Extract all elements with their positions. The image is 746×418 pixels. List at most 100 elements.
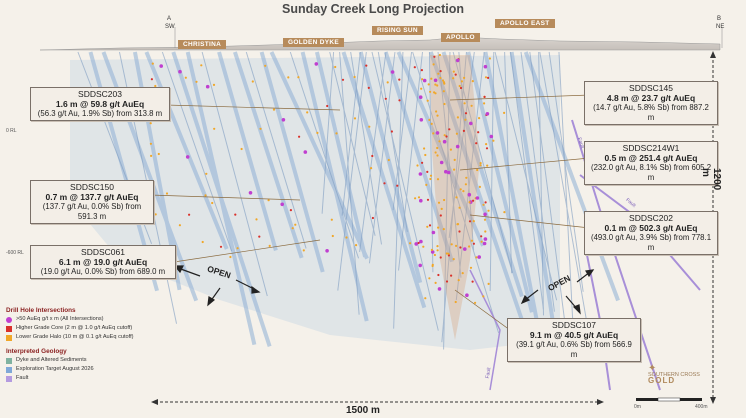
intercept-marker — [475, 196, 480, 200]
intercept-marker — [420, 69, 423, 72]
intercept-marker — [472, 220, 475, 223]
intercept-marker — [383, 182, 386, 185]
intercept-marker — [418, 263, 423, 268]
drill-trace — [339, 51, 360, 315]
rl-label: 0 RL — [6, 128, 17, 134]
intercept-marker — [316, 131, 319, 134]
intercept-marker — [437, 287, 442, 291]
intercept-marker — [455, 132, 458, 135]
intercept-marker — [264, 64, 267, 67]
callout-hole-id: SDDSC061 — [81, 247, 125, 257]
intercept-marker — [442, 90, 445, 93]
intercept-marker — [472, 242, 475, 245]
intercept-marker — [434, 281, 437, 284]
drill-trace — [371, 51, 439, 331]
intercept-marker — [421, 161, 424, 164]
drill-trace — [520, 51, 555, 312]
section-a-letter: A — [167, 16, 172, 22]
intercept-marker — [433, 253, 436, 257]
intercept-marker — [154, 213, 157, 216]
callout-sddsc061: SDDSC061 6.1 m @ 19.0 g/t AuEq (19.0 g/t… — [30, 245, 176, 279]
callout-grade: 1.6 m @ 59.8 g/t AuEq — [55, 99, 145, 109]
intercept-marker — [416, 164, 419, 167]
legend: Drill Hole Intersections >50 AuEq g/t x … — [6, 306, 134, 383]
drill-trace — [393, 51, 404, 329]
intercept-marker — [386, 81, 389, 84]
intercept-marker — [464, 112, 468, 115]
intercept-marker — [409, 242, 412, 245]
intercept-marker — [489, 134, 494, 139]
intercept-marker — [482, 203, 485, 206]
callout-detail: (137.7 g/t Au, 0.0% Sb) from 591.3 m — [42, 202, 142, 221]
intercept-marker — [471, 80, 474, 83]
fault-trace — [469, 269, 501, 391]
intercept-marker — [150, 154, 153, 157]
intercept-marker — [255, 218, 258, 221]
intercept-marker — [281, 118, 286, 122]
legend-label: Exploration Target August 2026 — [16, 366, 94, 372]
intercept-marker — [485, 112, 490, 116]
intercept-marker — [248, 191, 253, 195]
intercept-marker — [438, 53, 441, 57]
intercept-marker — [436, 154, 439, 157]
drill-trace — [392, 51, 413, 211]
intercept-marker — [439, 70, 442, 73]
legend-item: Exploration Target August 2026 — [6, 365, 134, 374]
intercept-marker — [459, 86, 463, 90]
drill-trace — [441, 51, 467, 343]
intercept-marker — [204, 194, 207, 197]
drill-trace — [289, 51, 360, 259]
intercept-marker — [396, 184, 399, 187]
zone-label: CHRISTINA — [178, 40, 227, 49]
drill-trace — [458, 51, 475, 251]
drill-trace — [529, 51, 569, 343]
intercept-marker — [441, 79, 445, 82]
intercept-marker — [455, 58, 460, 63]
intercept-marker — [165, 192, 169, 195]
callout-detail: (232.0 g/t Au, 8.1% Sb) from 605.2 m — [590, 163, 712, 182]
intercept-marker — [483, 95, 486, 98]
intercept-marker — [503, 111, 506, 114]
intercept-marker — [157, 152, 160, 156]
intercept-marker — [435, 110, 438, 113]
intercept-marker — [452, 258, 455, 261]
drill-trace — [144, 51, 229, 250]
callout-hole-id: SDDSC214W1 — [622, 143, 680, 153]
legend-item: Lower Grade Halo (10 m @ 0.1 g/t AuEq cu… — [6, 333, 134, 342]
intercept-marker — [371, 154, 374, 158]
callout-hole-id: SDDSC203 — [78, 89, 122, 99]
intercept-marker — [445, 252, 448, 255]
intercept-marker — [345, 236, 348, 239]
intercept-marker — [436, 114, 439, 117]
intercept-marker — [477, 131, 480, 134]
intercept-marker — [428, 224, 432, 227]
intercept-marker — [325, 249, 329, 253]
drill-trace — [441, 51, 524, 298]
drill-trace — [437, 51, 462, 278]
intercept-marker — [483, 218, 487, 221]
intercept-marker — [326, 104, 329, 108]
legend-item: >50 AuEq g/t x m (All Intersections) — [6, 315, 134, 324]
legend-label: Higher Grade Core (2 m @ 1.0 g/t AuEq cu… — [16, 325, 133, 331]
intercept-marker — [485, 147, 489, 150]
intercept-marker — [417, 196, 421, 199]
drill-trace — [217, 51, 278, 251]
intercept-marker — [462, 129, 465, 132]
intercept-marker — [470, 104, 473, 107]
intercept-marker — [440, 207, 443, 210]
callout-detail: (39.1 g/t Au, 0.6% Sb) from 566.9 m — [516, 340, 632, 359]
intercept-marker — [370, 167, 373, 170]
drill-trace — [558, 51, 574, 335]
intercept-marker — [422, 78, 427, 83]
intercept-marker — [482, 295, 485, 298]
intercept-marker — [368, 125, 371, 128]
intercept-marker — [436, 178, 440, 181]
legend-heading: Drill Hole Intersections — [6, 307, 76, 314]
intercept-marker — [439, 160, 444, 165]
intercept-marker — [149, 142, 152, 145]
intercept-marker — [330, 218, 333, 221]
section-a-direction: SW — [165, 24, 175, 30]
intercept-marker — [188, 213, 191, 216]
legend-label: >50 AuEq g/t x m (All Intersections) — [16, 316, 104, 322]
